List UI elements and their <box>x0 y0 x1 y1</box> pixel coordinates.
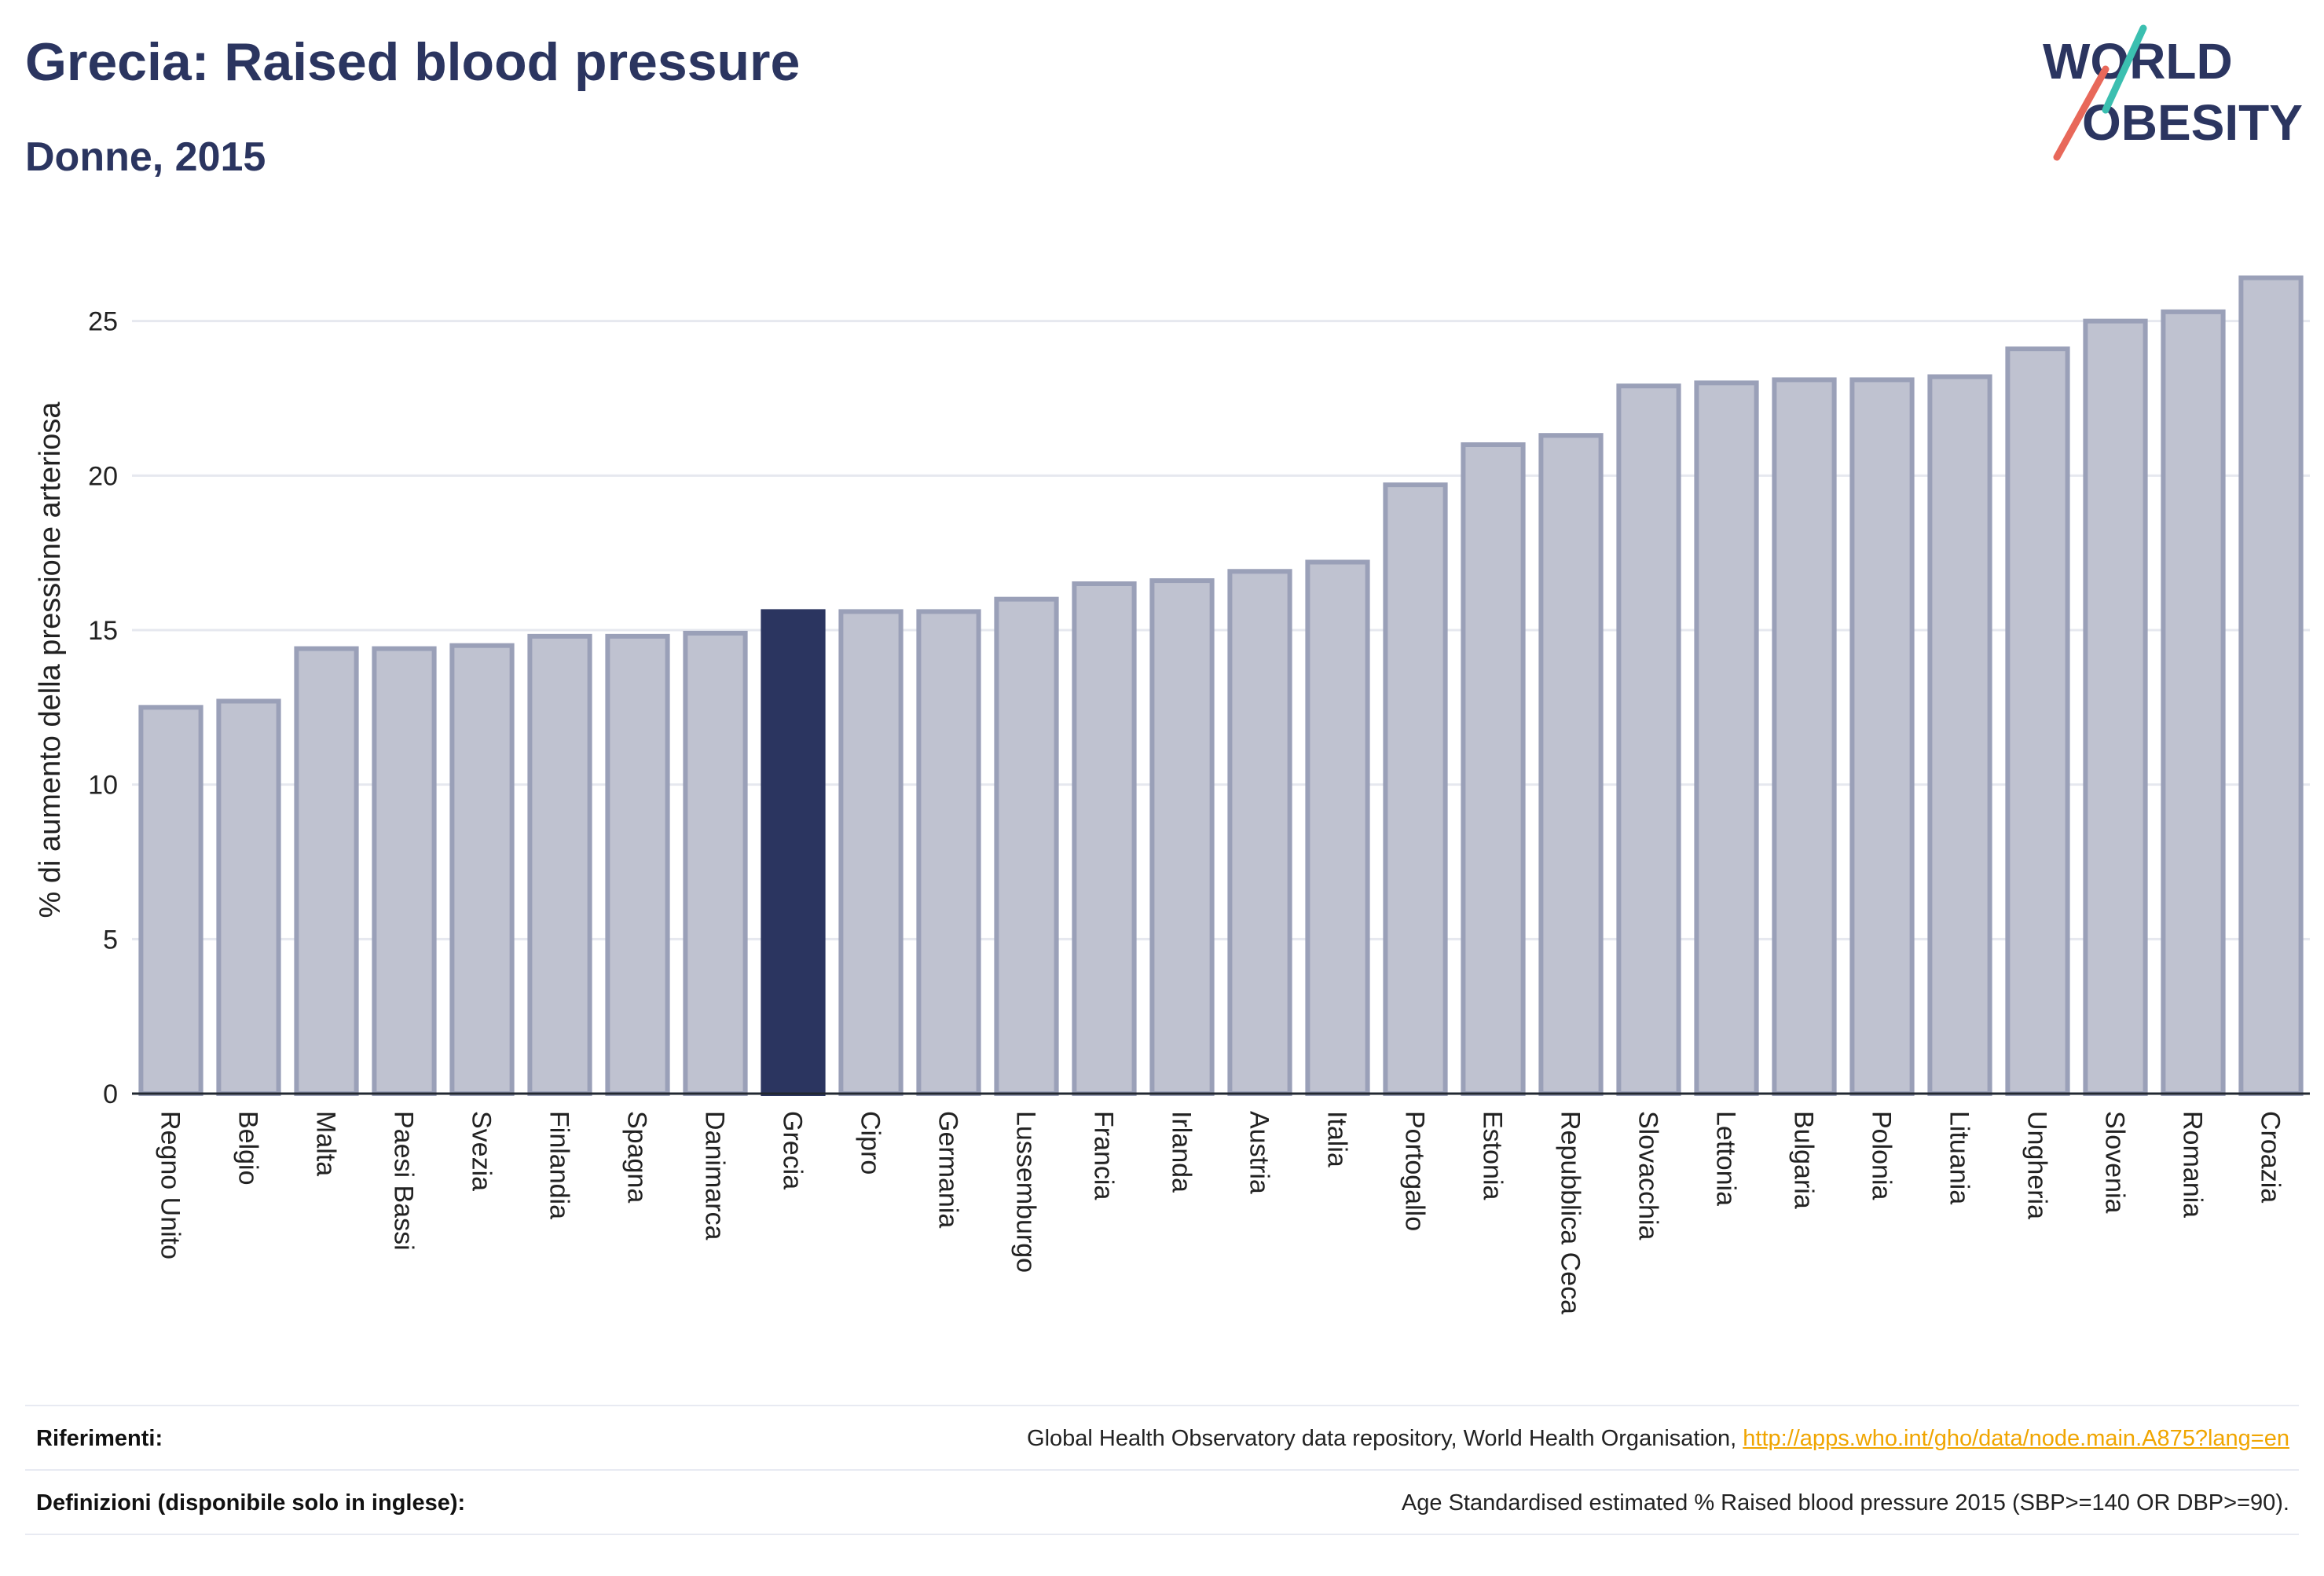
bar-italia <box>1305 559 1370 1096</box>
x-tick-label: Italia <box>1322 1111 1352 1167</box>
x-tick-label: Francia <box>1089 1111 1119 1200</box>
x-tick-label: Repubblica Ceca <box>1556 1111 1585 1314</box>
x-tick-label: Paesi Bassi <box>389 1111 419 1251</box>
x-tick-label: Malta <box>311 1111 341 1176</box>
bar-lituania <box>1927 374 1992 1096</box>
logo-line2: OBESITY <box>2082 94 2303 151</box>
references-link[interactable]: http://apps.who.int/gho/data/node.main.A… <box>1743 1426 2289 1451</box>
bar-germania <box>916 609 981 1096</box>
footer-divider-middle <box>25 1469 2299 1471</box>
x-tick-label: Slovenia <box>2100 1111 2130 1214</box>
references-source: Global Health Observatory data repositor… <box>1027 1426 1743 1451</box>
x-tick-label: Romania <box>2178 1111 2208 1218</box>
bar-croazia <box>2238 275 2304 1097</box>
references-label: Riferimenti: <box>36 1426 163 1451</box>
world-obesity-logo: WORLD OBESITY <box>2043 24 2303 161</box>
bar-irlanda <box>1149 578 1215 1096</box>
x-tick-label: Finlandia <box>544 1111 574 1219</box>
y-tick-label: 20 <box>88 461 118 491</box>
definitions-text: Age Standardised estimated % Raised bloo… <box>1401 1490 2289 1516</box>
bars <box>138 275 2304 1097</box>
bar-belgio <box>216 698 281 1096</box>
x-tick-label: Lettonia <box>1711 1111 1741 1206</box>
footer-divider-top <box>25 1405 2299 1406</box>
x-tick-label: Lussemburgo <box>1011 1111 1041 1273</box>
x-tick-label: Danimarca <box>700 1111 730 1240</box>
chart-subtitle: Donne, 2015 <box>25 134 266 180</box>
bar-ungheria <box>2005 346 2070 1097</box>
bar-malta <box>294 646 359 1096</box>
bar-estonia <box>1461 442 1526 1096</box>
x-tick-label: Ungheria <box>2022 1111 2052 1219</box>
x-tick-label: Belgio <box>233 1111 263 1186</box>
x-tick-label: Estonia <box>1478 1111 1508 1200</box>
bar-grecia <box>761 609 826 1096</box>
bar-danimarca <box>683 630 748 1096</box>
x-tick-label: Lituania <box>1945 1111 1974 1204</box>
bar-polonia <box>1849 377 1915 1096</box>
y-tick-label: 0 <box>103 1079 118 1109</box>
footer-divider-bottom <box>25 1534 2299 1535</box>
x-tick-label: Bulgaria <box>1789 1111 1819 1209</box>
bar-svezia <box>449 643 515 1096</box>
x-tick-label: Slovacchia <box>1633 1111 1663 1241</box>
bar-regno-unito <box>138 705 203 1096</box>
x-tick-label: Spagna <box>622 1111 652 1203</box>
bar-lussemburgo <box>994 596 1059 1096</box>
x-tick-label: Austria <box>1244 1111 1274 1194</box>
bar-portogallo <box>1383 482 1448 1096</box>
x-tick-label: Grecia <box>778 1111 808 1189</box>
x-tick-label: Regno Unito <box>156 1111 185 1259</box>
bar-austria <box>1227 569 1292 1096</box>
references-text: Global Health Observatory data repositor… <box>1027 1426 2289 1452</box>
bar-bulgaria <box>1772 377 1837 1096</box>
bar-francia <box>1072 581 1137 1096</box>
y-tick-label: 10 <box>88 771 118 801</box>
bar-slovacchia <box>1616 383 1681 1096</box>
bar-repubblica-ceca <box>1538 433 1604 1096</box>
x-tick-label: Cipro <box>856 1111 885 1175</box>
logo-slash-red <box>2053 65 2110 161</box>
x-tick-label: Germania <box>933 1111 963 1228</box>
bar-lettonia <box>1694 380 1759 1097</box>
bar-spagna <box>605 633 670 1096</box>
bar-cipro <box>838 609 904 1096</box>
bar-paesi-bassi <box>372 646 437 1096</box>
logo-slash-teal <box>2102 24 2147 114</box>
bar-finlandia <box>527 633 592 1096</box>
bar-chart: 0 5 10 15 20 25 Regno Unito Belgio Malta Paesi Ba… <box>34 275 2310 1314</box>
y-tick-label: 15 <box>88 616 118 646</box>
x-tick-label: Polonia <box>1867 1111 1897 1200</box>
x-tick-label: Portogallo <box>1400 1111 1430 1231</box>
axes: 0 5 10 15 20 25 Regno Unito Belgio Malta Paesi Ba… <box>88 307 2310 1314</box>
chart-title: Grecia: Raised blood pressure <box>25 32 801 92</box>
y-tick-label: 5 <box>103 925 118 955</box>
y-axis-label: % di aumento della pressione arteriosa <box>34 401 67 918</box>
bar-romania <box>2161 309 2226 1097</box>
definitions-label: Definizioni (disponibile solo in inglese… <box>36 1490 466 1516</box>
x-tick-label: Irlanda <box>1167 1111 1197 1193</box>
x-tick-label: Croazia <box>2256 1111 2286 1203</box>
y-tick-label: 25 <box>88 307 118 337</box>
bar-slovenia <box>2083 318 2148 1096</box>
x-tick-label: Svezia <box>467 1111 497 1191</box>
